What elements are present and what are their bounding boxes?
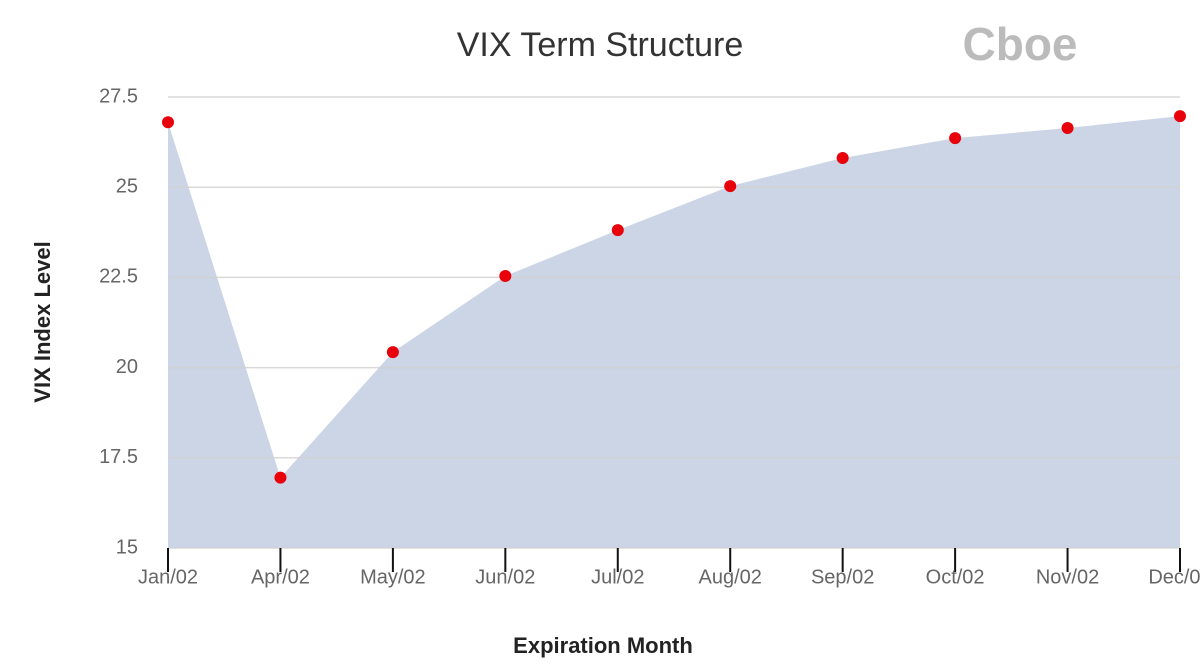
y-axis-title: VIX Index Level (30, 241, 55, 402)
x-tick-label: Jan/02 (138, 566, 198, 588)
y-tick-label: 25 (116, 175, 138, 197)
data-point (724, 180, 737, 193)
x-tick-label: Jun/02 (475, 566, 535, 588)
x-tick-label: Oct/02 (926, 566, 985, 588)
y-tick-label: 27.5 (99, 85, 138, 107)
data-point (949, 132, 962, 145)
y-tick-label: 22.5 (99, 266, 138, 288)
x-tick-label: Sep/02 (811, 566, 874, 588)
x-tick-label: May/02 (360, 566, 426, 588)
data-point (162, 116, 174, 129)
data-point (611, 224, 624, 237)
x-tick-label: Apr/02 (251, 566, 310, 588)
x-axis-title: Expiration Month (513, 633, 693, 658)
chart-title: VIX Term Structure (457, 26, 744, 64)
data-point (274, 471, 287, 484)
y-tick-label: 15 (116, 536, 138, 558)
data-point (836, 151, 849, 164)
x-tick-label: Jul/02 (591, 566, 644, 588)
x-tick-label: Nov/02 (1036, 566, 1099, 588)
data-point (1061, 122, 1074, 135)
y-tick-label: 20 (116, 356, 138, 378)
data-point (1174, 110, 1186, 123)
logo: Cboe (963, 18, 1078, 70)
area (168, 116, 1180, 548)
x-tick-label: Dec/02 (1148, 566, 1200, 588)
data-point (499, 269, 512, 282)
x-tick-label: Aug/02 (699, 566, 762, 588)
data-point (386, 346, 399, 359)
y-tick-label: 17.5 (99, 446, 138, 468)
